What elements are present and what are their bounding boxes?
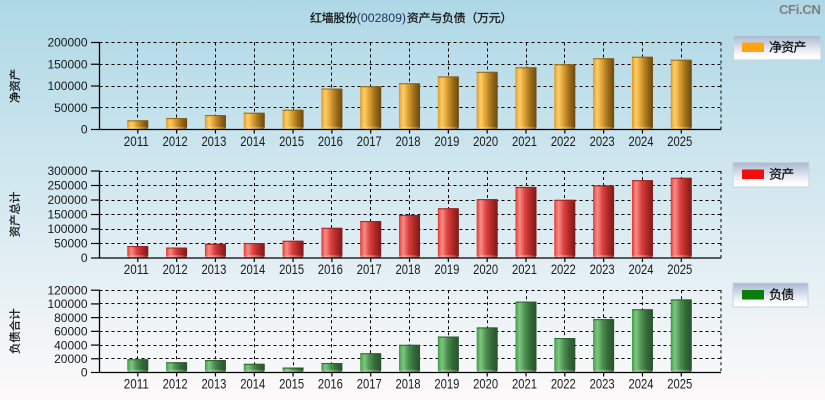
svg-text:2012: 2012: [163, 134, 188, 149]
svg-text:2017: 2017: [357, 377, 382, 392]
svg-text:2021: 2021: [512, 262, 537, 277]
svg-text:0: 0: [81, 123, 88, 137]
svg-text:20000: 20000: [54, 352, 88, 366]
svg-text:2015: 2015: [279, 377, 304, 392]
svg-text:2014: 2014: [240, 377, 265, 392]
svg-text:40000: 40000: [54, 338, 88, 352]
svg-text:2015: 2015: [279, 134, 304, 149]
svg-text:2019: 2019: [434, 134, 459, 149]
svg-text:2021: 2021: [512, 377, 537, 392]
svg-text:2022: 2022: [551, 262, 576, 277]
svg-text:2016: 2016: [318, 262, 343, 277]
svg-text:200000: 200000: [47, 193, 87, 207]
svg-text:150000: 150000: [47, 57, 87, 71]
svg-text:2020: 2020: [473, 134, 498, 149]
svg-text:2020: 2020: [473, 262, 498, 277]
svg-text:2016: 2016: [318, 134, 343, 149]
svg-text:2019: 2019: [434, 262, 459, 277]
svg-text:2019: 2019: [434, 377, 459, 392]
svg-text:100000: 100000: [47, 222, 87, 236]
svg-text:2024: 2024: [628, 134, 653, 149]
svg-text:2014: 2014: [240, 134, 265, 149]
svg-text:250000: 250000: [47, 179, 87, 193]
svg-text:2024: 2024: [628, 377, 653, 392]
svg-text:2018: 2018: [396, 134, 421, 149]
svg-text:CFi.CN: CFi.CN: [779, 2, 821, 17]
svg-text:2024: 2024: [628, 262, 653, 277]
svg-text:2022: 2022: [551, 377, 576, 392]
svg-text:0: 0: [81, 366, 88, 380]
svg-text:2013: 2013: [201, 377, 226, 392]
svg-text:150000: 150000: [47, 208, 87, 222]
svg-text:2012: 2012: [163, 377, 188, 392]
svg-text:2018: 2018: [396, 262, 421, 277]
svg-text:2025: 2025: [667, 377, 692, 392]
svg-text:(002809): (002809): [357, 11, 406, 25]
svg-text:2015: 2015: [279, 262, 304, 277]
svg-text:100000: 100000: [47, 297, 87, 311]
svg-text:2011: 2011: [124, 377, 149, 392]
svg-text:80000: 80000: [54, 311, 88, 325]
svg-text:2025: 2025: [667, 262, 692, 277]
svg-text:2023: 2023: [590, 377, 615, 392]
svg-text:100000: 100000: [47, 79, 87, 93]
svg-text:2018: 2018: [396, 377, 421, 392]
svg-text:2020: 2020: [473, 377, 498, 392]
svg-text:120000: 120000: [47, 283, 87, 297]
svg-text:60000: 60000: [54, 325, 88, 339]
svg-text:300000: 300000: [47, 164, 87, 178]
svg-text:2025: 2025: [667, 134, 692, 149]
svg-text:2017: 2017: [357, 262, 382, 277]
svg-text:200000: 200000: [47, 36, 87, 50]
svg-text:2012: 2012: [163, 262, 188, 277]
svg-text:2022: 2022: [551, 134, 576, 149]
svg-text:2013: 2013: [201, 134, 226, 149]
svg-text:0: 0: [81, 251, 88, 265]
svg-text:2011: 2011: [124, 134, 149, 149]
svg-text:2013: 2013: [201, 262, 226, 277]
svg-text:2021: 2021: [512, 134, 537, 149]
svg-text:2016: 2016: [318, 377, 343, 392]
svg-text:2011: 2011: [124, 262, 149, 277]
svg-text:50000: 50000: [54, 237, 88, 251]
svg-text:2023: 2023: [590, 134, 615, 149]
svg-text:2014: 2014: [240, 262, 265, 277]
svg-text:50000: 50000: [54, 101, 88, 115]
svg-text:2023: 2023: [590, 262, 615, 277]
svg-text:2017: 2017: [357, 134, 382, 149]
